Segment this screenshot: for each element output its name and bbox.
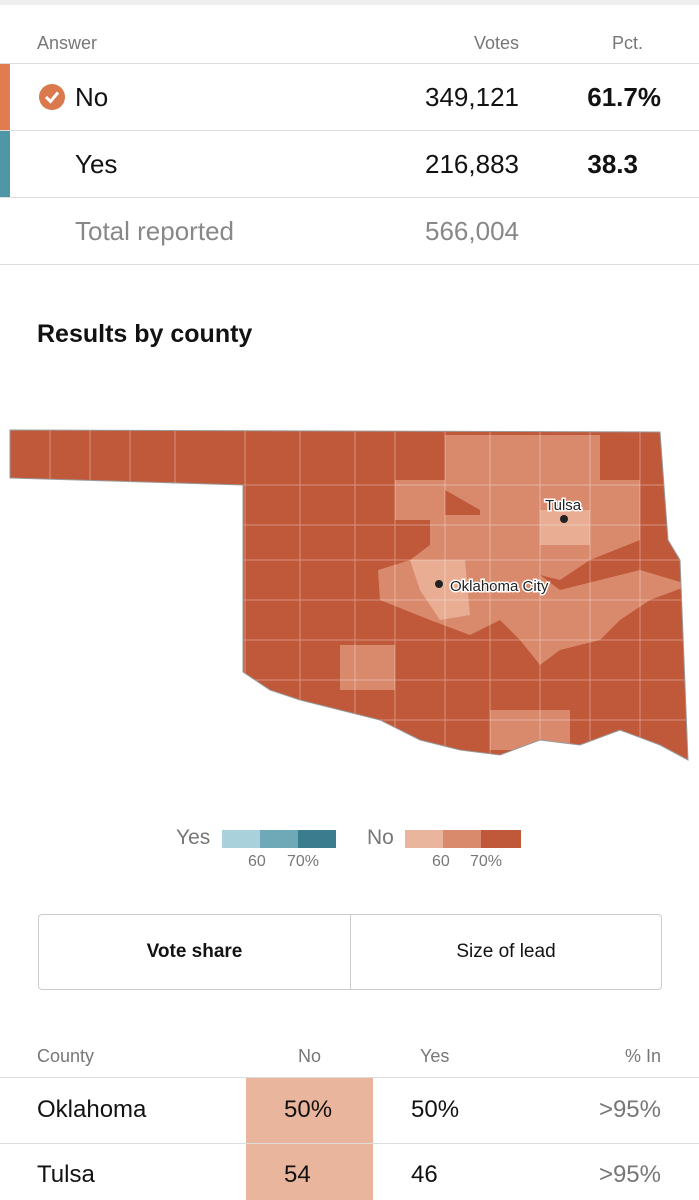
cell-shade: [246, 1144, 373, 1200]
answer: Yes: [75, 149, 118, 179]
legend-swatch: [298, 830, 336, 848]
tab-divider: [350, 915, 351, 989]
county-row: Oklahoma 50% 50% >95%: [0, 1078, 699, 1144]
legend-tick: 60: [432, 853, 450, 870]
header-yes: Yes: [420, 1046, 450, 1066]
header-no: No: [298, 1046, 322, 1066]
cell-shade: [246, 1078, 373, 1143]
yes-share: 50%: [411, 1096, 460, 1123]
legend-swatch: [222, 830, 260, 848]
county-name: Oklahoma: [37, 1096, 147, 1123]
color-bar: [0, 131, 10, 197]
section-title: Results by county: [37, 320, 253, 348]
tab[interactable]: Vote share: [146, 941, 243, 962]
pct: 38.3: [587, 149, 638, 179]
total-votes: 566,004: [425, 216, 519, 246]
winner-check: [39, 84, 65, 110]
county-header: County No Yes % In: [0, 1040, 699, 1078]
city-label: Tulsa: [545, 497, 582, 514]
county-row: Tulsa 54 46 >95%: [0, 1144, 699, 1200]
votes: 216,883: [425, 149, 519, 179]
no-share: 50%: [284, 1096, 333, 1123]
result-row: No 349,121 61.7%: [0, 64, 699, 131]
top-strip: [0, 0, 699, 5]
pct-in: >95%: [598, 1161, 661, 1188]
legend-swatch: [260, 830, 298, 848]
legend-swatch: [481, 830, 521, 848]
legend-tick: 70%: [287, 853, 320, 870]
legend-swatch: [405, 830, 443, 848]
city-label: Oklahoma City: [450, 578, 549, 595]
header-votes: Votes: [473, 33, 519, 53]
total-row: Total reported 566,004: [0, 198, 699, 265]
legend-swatch: [443, 830, 481, 848]
answer: No: [75, 82, 109, 112]
header-answer: Answer: [37, 33, 98, 53]
pct: 61.7%: [587, 82, 661, 112]
legend-label: Yes: [176, 826, 211, 849]
yes-share: 46: [411, 1161, 438, 1188]
no-share: 54: [284, 1161, 311, 1188]
total-label: Total reported: [75, 216, 234, 246]
result-row: Yes 216,883 38.3: [0, 131, 699, 198]
header-in: % In: [624, 1046, 661, 1066]
legend-label: No: [367, 826, 394, 849]
county-name: Tulsa: [37, 1161, 95, 1188]
tab[interactable]: Size of lead: [456, 941, 556, 962]
county-map: Tulsa Oklahoma City: [9, 429, 689, 761]
results-header: Answer Votes Pct.: [0, 5, 699, 64]
legend-tick: 70%: [470, 853, 503, 870]
header-pct: Pct.: [611, 33, 643, 53]
tab-group: Vote share Size of lead: [38, 914, 662, 990]
pct-in: >95%: [598, 1096, 661, 1123]
color-bar: [0, 64, 10, 130]
votes: 349,121: [425, 82, 519, 112]
header-county: County: [37, 1046, 95, 1066]
legend-tick: 60: [248, 853, 266, 870]
